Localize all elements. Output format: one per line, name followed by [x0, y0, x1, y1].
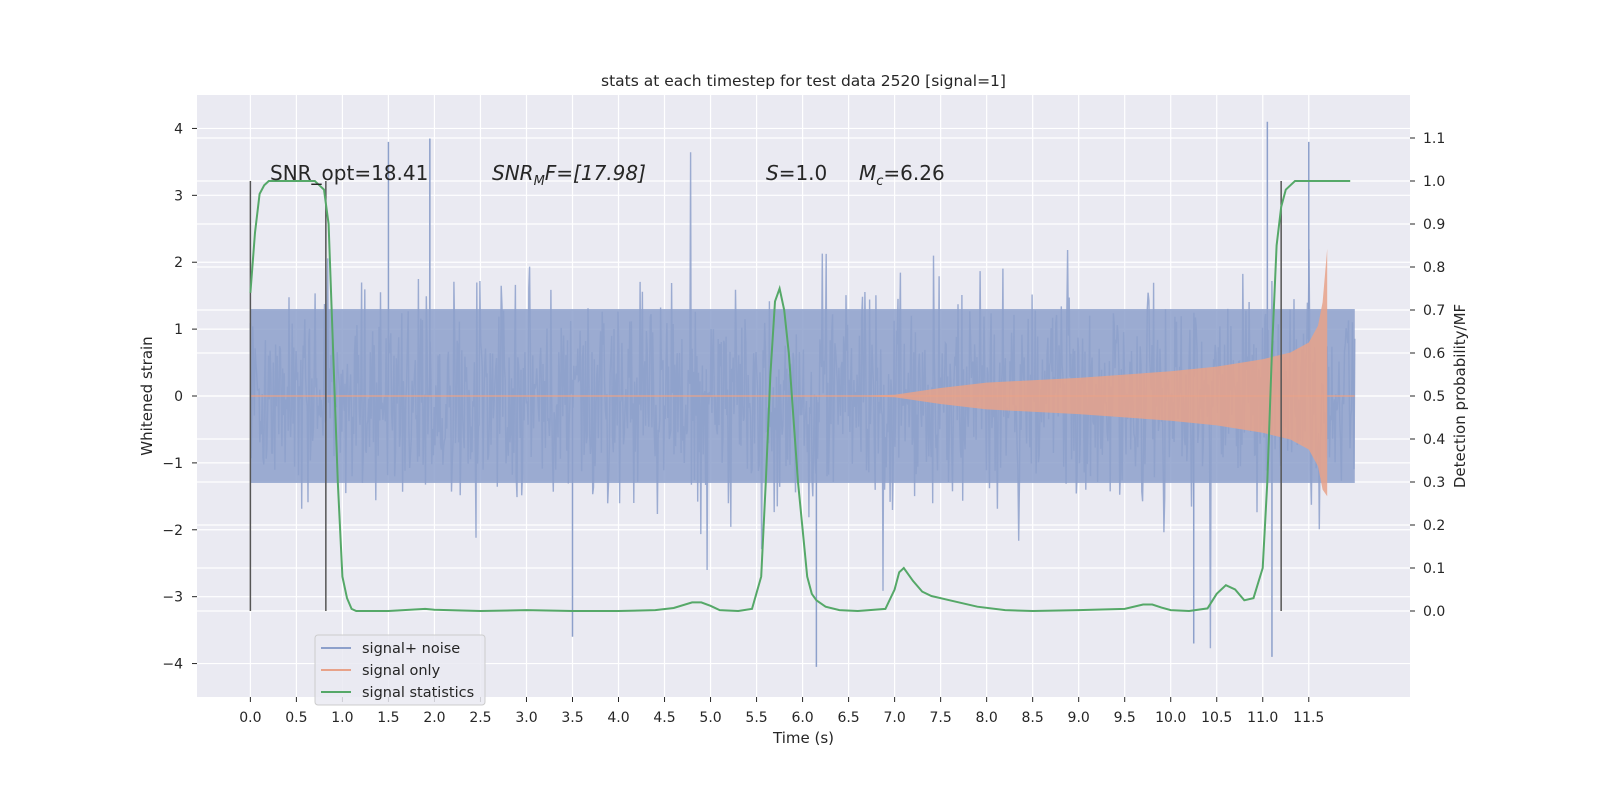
y2-tick-label: 0.3 [1423, 475, 1445, 491]
x-tick-label: 10.5 [1201, 710, 1232, 726]
y-tick-label: −1 [162, 456, 183, 472]
annotation-mc-value: =6.26 [883, 161, 944, 185]
x-axis-label: Time (s) [772, 729, 834, 747]
annotation-mc-label: M [859, 161, 876, 185]
annotation-snr-mf-label: SNR [492, 161, 534, 185]
x-tick-label: 6.0 [791, 710, 813, 726]
x-tick-label: 11.5 [1293, 710, 1324, 726]
y2-tick-label: 1.1 [1423, 131, 1445, 147]
x-tick-label: 1.5 [377, 710, 399, 726]
legend-label-signal-only: signal only [362, 663, 441, 679]
annotation-snr-mf-sub: M [534, 174, 545, 189]
y2-tick-label: 0.9 [1423, 217, 1445, 233]
x-tick-label: 1.0 [331, 710, 353, 726]
legend-box [314, 634, 486, 706]
y2-tick-label: 0.0 [1423, 604, 1445, 620]
x-tick-label: 6.5 [837, 710, 859, 726]
y2-tick-label: 0.6 [1423, 346, 1445, 362]
x-tick-label: 11.0 [1247, 710, 1278, 726]
x-tick-label: 9.0 [1068, 710, 1090, 726]
annotation-snr-mf-rest: F=[17.98] [545, 161, 646, 185]
annotation-s: S=1.0 [766, 161, 827, 185]
x-tick-label: 3.0 [515, 710, 537, 726]
vertical-markers [249, 181, 1282, 611]
y-tick-label: 1 [174, 322, 183, 338]
y-tick-label: 0 [174, 389, 183, 405]
annotation-snr-mf: SNRMF=[17.98] [492, 161, 646, 189]
x-tick-label: 0.0 [239, 710, 261, 726]
annotation-snr-opt: SNR_opt=18.41 [270, 161, 428, 185]
x-tick-label: 5.5 [745, 710, 767, 726]
x-tick-label: 8.0 [976, 710, 998, 726]
x-tick-label: 3.5 [561, 710, 583, 726]
series-signal-only [250, 248, 1355, 497]
y-tick-label: 3 [174, 188, 183, 204]
x-tick-label: 0.5 [285, 710, 307, 726]
x-tick-label: 10.0 [1155, 710, 1186, 726]
y-tick-label: −3 [162, 590, 183, 606]
y2-axis-label: Detection probability/MF [1451, 304, 1469, 488]
y-tick-label: 2 [174, 255, 183, 271]
y2-tick-label: 0.2 [1423, 518, 1445, 534]
annotation-s-label: S [766, 161, 779, 185]
x-tick-label: 4.5 [653, 710, 675, 726]
y2-tick-label: 0.7 [1423, 303, 1445, 319]
x-tick-label: 7.5 [929, 710, 951, 726]
y2-tick-label: 0.4 [1423, 432, 1445, 448]
x-tick-label: 9.5 [1114, 710, 1136, 726]
x-tick-label: 8.5 [1022, 710, 1044, 726]
x-tick-label: 2.0 [423, 710, 445, 726]
y-tick-label: −2 [162, 523, 183, 539]
y2-tick-label: 0.1 [1423, 561, 1445, 577]
x-tick-label: 7.0 [883, 710, 905, 726]
axis-ticks: 0.0 0.5 1.0 1.5 2.0 2.5 3.0 3.5 4.0 4.5 5.0 5.5 6.0 6… [162, 121, 1445, 726]
y2-tick-label: 1.0 [1423, 174, 1445, 190]
annotation-s-value: =1.0 [779, 161, 828, 185]
x-tick-label: 5.0 [699, 710, 721, 726]
legend-label-signal-plus-noise: signal+ noise [362, 641, 460, 657]
y2-tick-label: 0.5 [1423, 389, 1445, 405]
annotation-mc: Mc=6.26 [859, 161, 945, 189]
y2-tick-label: 0.8 [1423, 260, 1445, 276]
legend-label-signal-statistics: signal statistics [362, 685, 474, 701]
y-axis-label: Whitened strain [138, 336, 156, 455]
series-line-signal-statistics [249, 180, 1351, 613]
x-tick-label: 2.5 [469, 710, 491, 726]
series-signal-statistics [249, 180, 1351, 613]
y-tick-label: −4 [162, 657, 183, 673]
legend: signal+ noise signal only signal statist… [314, 634, 486, 706]
annotation-mc-sub: c [876, 174, 883, 189]
y-tick-label: 4 [174, 121, 183, 137]
x-tick-label: 4.0 [607, 710, 629, 726]
chart-title: stats at each timestep for test data 252… [601, 72, 1006, 90]
